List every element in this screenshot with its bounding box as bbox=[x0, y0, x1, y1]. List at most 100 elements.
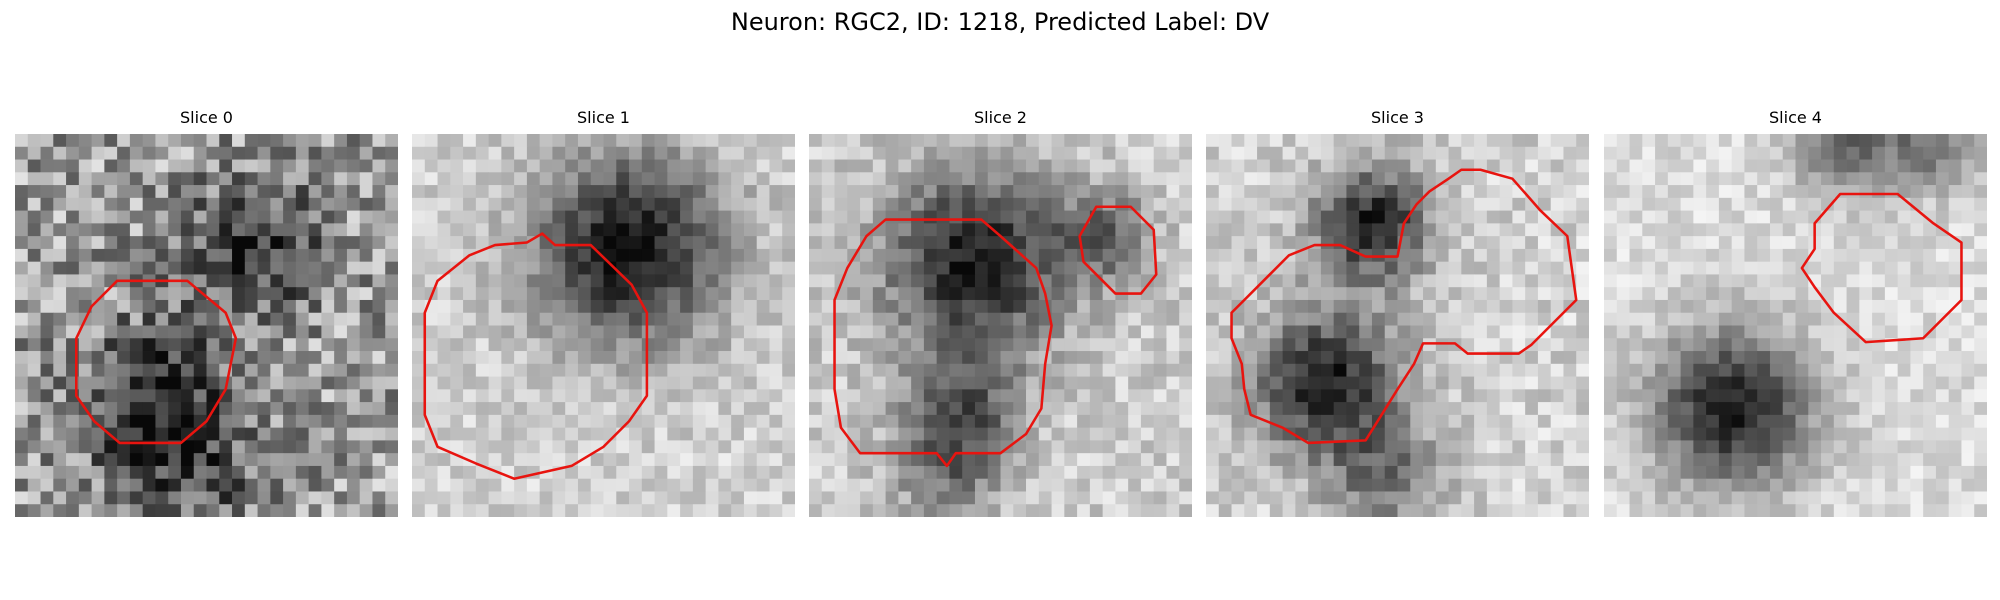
pixel bbox=[654, 491, 668, 505]
pixel bbox=[809, 427, 823, 441]
pixel bbox=[590, 261, 604, 275]
pixel bbox=[1153, 389, 1167, 403]
pixel bbox=[692, 210, 707, 224]
pixel bbox=[168, 414, 182, 429]
pixel bbox=[1948, 325, 1962, 339]
pixel bbox=[359, 338, 373, 352]
pixel bbox=[1435, 351, 1449, 365]
pixel bbox=[1499, 491, 1513, 505]
pixel bbox=[488, 414, 502, 429]
pixel bbox=[552, 236, 566, 250]
pixel bbox=[1974, 351, 1987, 365]
pixel bbox=[1693, 491, 1707, 505]
pixel bbox=[321, 172, 335, 186]
pixel bbox=[1576, 491, 1589, 505]
pixel bbox=[1423, 389, 1437, 403]
pixel bbox=[1218, 453, 1232, 467]
pixel bbox=[923, 210, 938, 224]
pixel bbox=[66, 504, 80, 517]
pixel bbox=[219, 185, 233, 199]
pixel bbox=[1537, 427, 1552, 441]
pixel bbox=[1308, 223, 1322, 237]
pixel bbox=[923, 248, 938, 263]
pixel bbox=[603, 491, 617, 505]
pixel bbox=[1833, 376, 1847, 390]
pixel bbox=[1013, 210, 1027, 224]
pixel bbox=[731, 453, 745, 467]
pixel bbox=[1269, 210, 1283, 224]
pixel bbox=[450, 491, 464, 505]
pixel bbox=[1744, 159, 1758, 173]
pixel bbox=[244, 210, 258, 224]
pixel bbox=[692, 351, 707, 365]
pixel bbox=[424, 274, 438, 288]
pixel bbox=[193, 223, 207, 237]
pixel bbox=[872, 465, 886, 480]
pixel bbox=[321, 312, 335, 326]
pixel bbox=[1512, 465, 1526, 480]
pixel bbox=[1166, 210, 1180, 224]
pixel bbox=[1948, 185, 1962, 199]
pixel bbox=[769, 376, 783, 390]
pixel bbox=[616, 402, 630, 416]
pixel bbox=[1269, 236, 1283, 250]
pixel bbox=[590, 248, 604, 263]
pixel bbox=[1410, 376, 1424, 390]
pixel bbox=[1244, 159, 1258, 173]
pixel bbox=[308, 197, 322, 211]
pixel bbox=[1655, 210, 1669, 224]
pixel bbox=[1244, 236, 1258, 250]
pixel bbox=[1948, 248, 1962, 263]
pixel bbox=[1731, 491, 1745, 505]
pixel bbox=[743, 414, 758, 429]
pixel bbox=[232, 440, 246, 454]
pixel bbox=[1320, 312, 1335, 326]
pixel bbox=[424, 504, 438, 517]
pixel bbox=[1346, 491, 1360, 505]
pixel bbox=[974, 299, 989, 314]
pixel bbox=[641, 146, 655, 160]
pixel bbox=[372, 299, 386, 314]
pixel bbox=[450, 465, 464, 480]
pixel bbox=[206, 134, 220, 148]
pixel bbox=[385, 261, 398, 275]
pixel bbox=[475, 159, 489, 173]
pixel bbox=[129, 312, 144, 326]
pixel bbox=[1153, 338, 1167, 352]
pixel bbox=[1512, 427, 1526, 441]
pixel bbox=[1769, 223, 1784, 237]
pixel bbox=[66, 223, 80, 237]
pixel bbox=[590, 134, 604, 148]
pixel bbox=[295, 427, 310, 441]
pixel bbox=[283, 402, 297, 416]
pixel bbox=[1808, 440, 1822, 454]
pixel bbox=[860, 261, 874, 275]
pixel bbox=[1346, 389, 1360, 403]
pixel bbox=[1359, 134, 1373, 148]
pixel bbox=[898, 134, 912, 148]
pixel bbox=[1051, 325, 1065, 339]
pixel bbox=[206, 376, 220, 390]
pixel bbox=[834, 351, 848, 365]
pixel bbox=[501, 402, 515, 416]
pixel bbox=[1077, 504, 1091, 517]
pixel bbox=[1435, 261, 1449, 275]
pixel bbox=[1115, 274, 1129, 288]
pixel bbox=[898, 312, 912, 326]
pixel bbox=[603, 402, 617, 416]
pixel bbox=[1935, 402, 1950, 416]
pixel bbox=[1359, 389, 1373, 403]
pixel bbox=[514, 491, 528, 505]
pixel bbox=[1693, 236, 1707, 250]
pixel bbox=[155, 146, 169, 160]
pixel bbox=[526, 210, 541, 224]
pixel bbox=[1718, 478, 1733, 492]
pixel bbox=[616, 197, 630, 211]
pixel bbox=[565, 185, 579, 199]
pixel bbox=[283, 248, 297, 263]
pixel bbox=[1731, 351, 1745, 365]
pixel bbox=[1269, 453, 1283, 467]
pixel bbox=[1397, 478, 1411, 492]
pixel bbox=[1166, 414, 1180, 429]
pixel bbox=[1935, 248, 1950, 263]
